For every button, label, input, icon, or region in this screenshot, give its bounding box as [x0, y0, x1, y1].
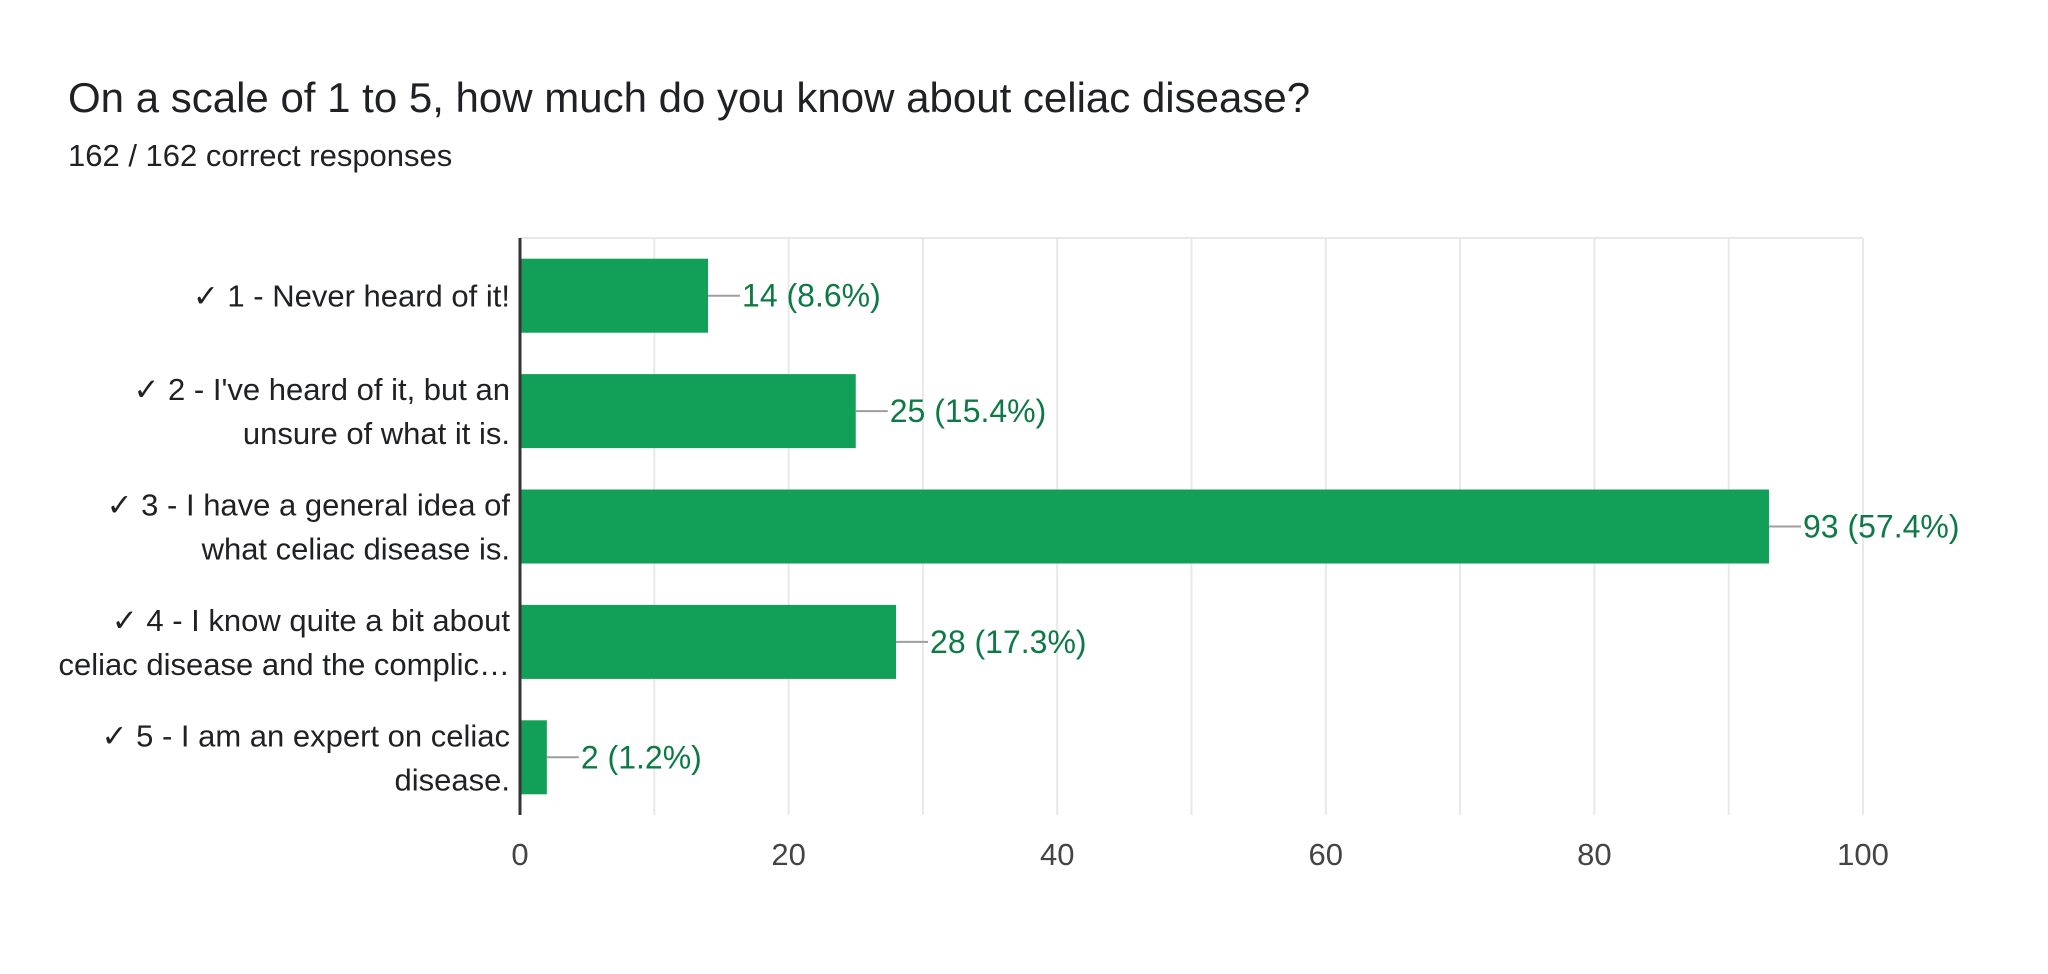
category-label-line: disease.	[395, 762, 510, 797]
data-label: 28 (17.3%)	[930, 624, 1087, 660]
data-label: 14 (8.6%)	[742, 278, 881, 314]
bar	[520, 604, 897, 679]
category-label-line: what celiac disease is.	[201, 532, 510, 567]
bar	[520, 374, 856, 449]
data-labels: 14 (8.6%) 25 (15.4%) 93 (57.4%) 28 (17.3%) 2…	[581, 278, 1960, 776]
category-label: ✓ 3 - I have a general idea of what celia…	[107, 488, 511, 567]
data-label: 2 (1.2%)	[581, 739, 702, 775]
category-label-line: ✓ 3 - I have a general idea of	[107, 488, 511, 523]
category-labels: ✓ 1 - Never heard of it! ✓ 2 - I've heard…	[59, 279, 511, 798]
bar	[520, 489, 1769, 564]
x-tick-label: 80	[1577, 837, 1611, 872]
response-count: 162 / 162 correct responses	[68, 138, 453, 173]
chart-title: On a scale of 1 to 5, how much do you kn…	[68, 74, 1311, 121]
data-label: 93 (57.4%)	[1803, 509, 1960, 545]
bar	[520, 258, 709, 333]
x-tick-label: 100	[1837, 837, 1889, 872]
category-label: ✓ 5 - I am an expert on celiac disease.	[102, 718, 511, 797]
x-tick-label: 60	[1309, 837, 1343, 872]
x-tick-label: 40	[1040, 837, 1074, 872]
category-label-line: ✓ 5 - I am an expert on celiac	[102, 718, 511, 753]
category-label-line: ✓ 4 - I know quite a bit about	[112, 603, 511, 638]
bars	[520, 258, 1769, 795]
category-label-line: celiac disease and the complic…	[59, 647, 510, 682]
leader-lines	[546, 294, 1801, 759]
bar	[520, 720, 547, 795]
data-label: 25 (15.4%)	[890, 393, 1047, 429]
category-label-line: ✓ 2 - I've heard of it, but an	[133, 372, 510, 407]
category-label: ✓ 1 - Never heard of it!	[193, 279, 510, 314]
category-label: ✓ 4 - I know quite a bit about celiac dis…	[59, 603, 511, 682]
x-tick-label: 20	[771, 837, 805, 872]
x-tick-label: 0	[511, 837, 528, 872]
category-label-line: unsure of what it is.	[243, 416, 510, 451]
category-label-line: ✓ 1 - Never heard of it!	[193, 279, 510, 314]
x-axis-tick-labels: 0 20 40 60 80 100	[511, 837, 1888, 872]
category-label: ✓ 2 - I've heard of it, but an unsure of …	[133, 372, 510, 451]
